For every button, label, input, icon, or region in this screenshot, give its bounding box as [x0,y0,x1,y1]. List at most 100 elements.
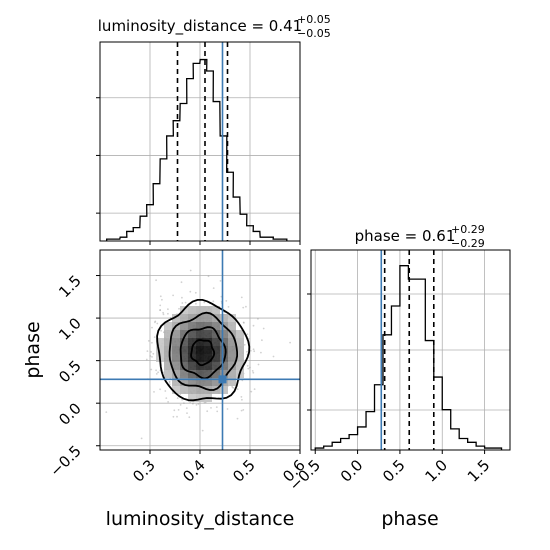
scatter-point [151,356,153,358]
density-cell [180,338,188,346]
scatter-point [201,429,204,432]
scatter-point [105,411,108,413]
scatter-point [172,294,175,297]
scatter-point [232,386,235,389]
x-tick-label-phase: 1.5 [464,456,494,486]
scatter-point [204,401,207,404]
density-cell [220,386,228,394]
scatter-point [206,410,209,413]
scatter-point [242,409,245,411]
density-cell [212,354,220,362]
scatter-point [151,326,153,329]
density-cell [236,346,244,354]
density-cell [180,314,188,322]
scatter-point [153,336,156,338]
density-cell [164,362,172,370]
contour-line [168,311,238,391]
grid [311,250,510,450]
luminosity-distance-histogram-panel: luminosity_distance = 0.41 +0.05 −0.05 [96,13,331,245]
x-tick-label-phase: 0.0 [337,456,367,486]
density-cell [164,346,172,354]
density-cell [172,386,180,394]
scatter-point [159,295,162,298]
scatter-point [152,352,155,355]
density-cell [196,346,204,354]
density-cell [220,338,228,346]
scatter-point [162,313,165,316]
density-cell [204,378,212,386]
density-cell [228,346,236,354]
scatter-point [225,300,228,302]
density-cell [196,394,204,402]
scatter-point [245,305,247,308]
scatter-point [257,318,259,320]
density-cell [204,362,212,370]
axes-frame [99,249,301,451]
y-tick-label-phase: 0.5 [55,357,85,387]
title-sup: +0.05 [297,13,331,26]
scatter-point [216,410,219,413]
joint-scatter-panel [96,249,301,454]
scatter-point [145,358,148,361]
histogram-step-line [106,58,288,241]
scatter-point [179,393,182,396]
density-cell [188,330,196,338]
density-cell [228,362,236,370]
density-cell [156,338,164,346]
scatter-point [181,302,184,304]
density-cell [228,378,236,386]
x-tick-label-phase: 0.5 [379,456,409,486]
x-axis-label-luminosity-distance: luminosity_distance [106,508,295,530]
density-cell [188,370,196,378]
density-cell [172,362,180,370]
density-cell [172,354,180,362]
y-tick-label-phase: 1.0 [55,314,85,344]
scatter-point [250,390,253,393]
density-cell [204,314,212,322]
scatter-point [154,321,156,324]
density-cell [188,306,196,314]
scatter-point [243,343,246,346]
scatter-point [251,370,254,372]
scatter-point [156,322,159,325]
axes-frame [310,249,511,451]
density-cell [172,370,180,378]
density-cell [204,370,212,378]
density-cell [220,330,228,338]
density-cell [228,370,236,378]
density-cell [228,354,236,362]
scatter-point [236,417,239,420]
scatter-point [203,301,206,304]
density-cell [220,370,228,378]
scatter-point [172,415,175,418]
y-tick-label-phase: 0.0 [55,399,85,429]
scatter-point [150,351,153,353]
panel-title: luminosity_distance = 0.41 [98,17,302,36]
scatter-point [178,307,180,310]
scatter-point [160,329,163,332]
scatter-point [240,409,243,412]
title-sup: +0.29 [451,223,485,236]
scatter-point [159,388,162,391]
density-cell [236,362,244,370]
scatter-point [154,320,157,323]
scatter-point [247,367,250,370]
density-cell [236,354,244,362]
scatter-point [261,339,263,342]
y-axis-label-phase: phase [22,321,44,378]
density-cell [212,378,220,386]
axes-frame [99,41,301,242]
density-cell [188,338,196,346]
density-cell [196,378,204,386]
density-cell [180,362,188,370]
density-cell [172,378,180,386]
scatter-point [240,396,243,398]
scatter-point [153,391,155,393]
scatter-point [167,312,169,315]
tick-marks [96,275,301,454]
x-tick-label-luminosity-distance: 0.4 [179,456,209,486]
density-cell [228,314,236,322]
scatter-point [188,416,191,419]
scatter-point [262,327,265,330]
